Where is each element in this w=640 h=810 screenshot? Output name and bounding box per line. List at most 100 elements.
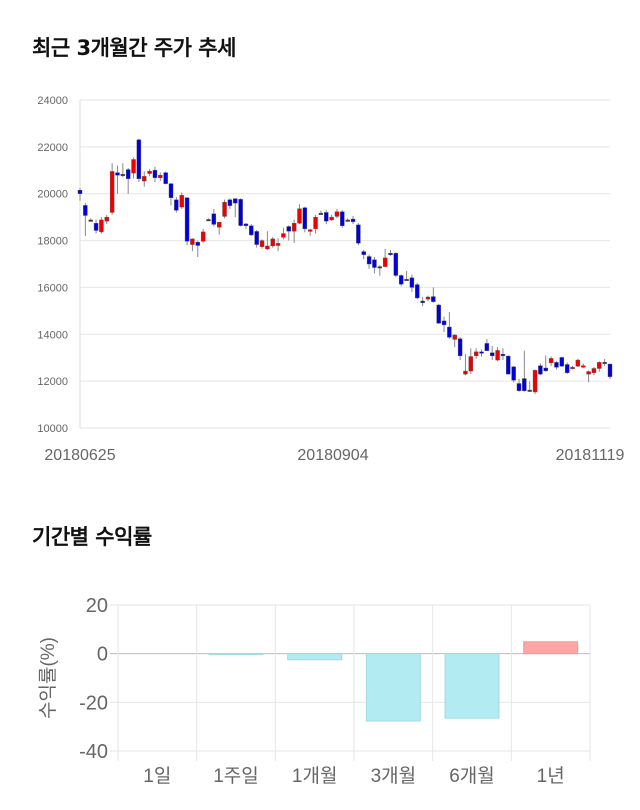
candle-body [340, 211, 345, 227]
candle-body [441, 320, 447, 326]
candle-body [415, 284, 420, 299]
bar [444, 653, 500, 719]
candle-body [452, 334, 457, 340]
x-tick-label: 1년 [537, 765, 565, 787]
candle-body [179, 195, 184, 208]
candle-body [393, 253, 399, 276]
candle-body [275, 243, 281, 246]
candle-body [607, 363, 613, 377]
bar [287, 653, 343, 661]
candle-body [238, 199, 243, 226]
candle-body [249, 225, 254, 236]
candle-body [286, 226, 291, 232]
candle-body [168, 183, 174, 198]
candle-body [206, 219, 211, 222]
candle-body [361, 251, 366, 255]
candle-body [597, 362, 602, 369]
candle-body [324, 212, 329, 222]
candle-body [147, 171, 152, 174]
candle-body [436, 304, 441, 324]
candle-body [495, 350, 500, 361]
x-tick-label: 20180625 [44, 447, 115, 464]
candle-body [350, 218, 356, 223]
stock-trend-title: 최근 3개월간 주가 추세 [32, 36, 236, 60]
candle-body [131, 159, 136, 174]
y-tick-label: 0 [97, 644, 108, 666]
candle-body [473, 351, 479, 357]
candle-body [345, 219, 350, 222]
bar [208, 653, 264, 656]
candle-body [490, 352, 495, 357]
candle-body [532, 370, 538, 393]
candle-body [120, 174, 126, 176]
y-tick-label: 20000 [37, 189, 68, 201]
candle-body [88, 219, 93, 222]
candle-body [484, 343, 490, 351]
candle-body [538, 365, 543, 375]
candle-body [457, 338, 463, 357]
candle-body [195, 242, 200, 246]
candle-body [270, 238, 275, 247]
candle-body [222, 201, 227, 217]
candle-body [83, 205, 88, 216]
candle-body [559, 357, 565, 367]
candle-body [500, 354, 506, 357]
candle-body [297, 208, 302, 224]
candle-body [233, 198, 238, 204]
candle-body [399, 275, 404, 285]
y-tick-label: 20 [86, 595, 108, 617]
y-tick-label: -40 [79, 741, 108, 763]
candle-body [136, 139, 142, 179]
candle-body [506, 355, 511, 375]
y-tick-label: -20 [79, 692, 108, 714]
candle-body [152, 170, 158, 178]
candle-body [548, 358, 554, 364]
candle-body [254, 231, 259, 245]
candle-body [586, 371, 591, 375]
candle-body [115, 172, 120, 176]
candle-body [463, 370, 468, 375]
candle-body [527, 389, 532, 392]
candle-body [302, 207, 308, 230]
x-tick-label: 20180904 [297, 447, 368, 464]
bar [523, 641, 579, 655]
candle-body [564, 364, 570, 373]
x-tick-label: 1일 [143, 765, 171, 787]
candle-body [200, 231, 206, 242]
candle-body [554, 362, 559, 368]
candle-body [243, 223, 249, 227]
candle-body [184, 197, 190, 242]
candle-body [93, 223, 99, 231]
candle-body [356, 224, 361, 244]
candle-body [425, 296, 431, 300]
candle-body [372, 259, 377, 268]
candle-body [447, 326, 452, 338]
candle-body [291, 223, 297, 232]
candle-body [259, 240, 265, 247]
y-tick-label: 22000 [37, 142, 68, 154]
candle-body [516, 383, 522, 391]
candlestick-chart: 24000 22000 20000 18000 16000 14000 12000 10000… [37, 95, 625, 464]
y-tick-label: 12000 [37, 376, 68, 388]
x-tick-label: 3개월 [371, 765, 417, 787]
candle-body [404, 279, 409, 281]
candle-body [318, 212, 324, 215]
candle-body [313, 216, 318, 230]
candle-body [109, 171, 115, 213]
candle-body [602, 361, 607, 364]
candle-body [211, 213, 217, 225]
candle-body [522, 378, 527, 391]
candle-body [216, 222, 222, 228]
y-tick-label: 24000 [37, 95, 68, 107]
y-tick-label: 10000 [37, 423, 68, 435]
y-tick-label: 16000 [37, 282, 68, 294]
x-tick-label: 1개월 [292, 765, 338, 787]
candle-body [125, 169, 131, 179]
bar [365, 653, 421, 722]
candle-body [158, 175, 163, 178]
candle-body [366, 256, 372, 265]
candle-body [479, 351, 484, 354]
x-tick-label: 20181119 [556, 447, 625, 464]
candle-body [190, 238, 195, 245]
candle-body [570, 367, 575, 370]
